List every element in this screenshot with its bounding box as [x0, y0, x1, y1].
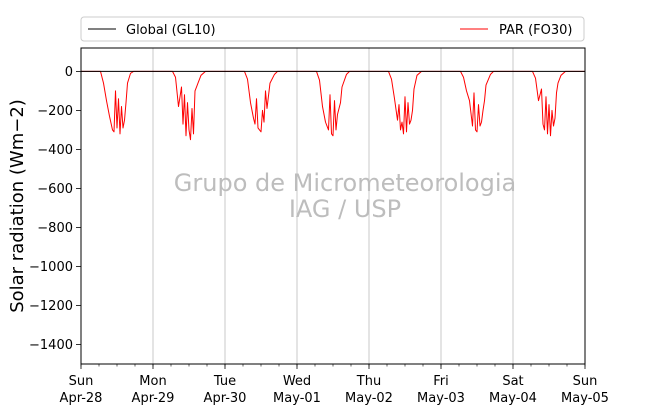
x-tick-day: Tue	[213, 374, 236, 389]
legend-label-par: PAR (FO30)	[499, 23, 572, 38]
y-tick-label: −400	[37, 143, 73, 158]
x-tick-label: May-03	[417, 391, 465, 406]
x-tick-label: May-01	[273, 391, 321, 406]
y-tick-label: −600	[37, 182, 73, 197]
plot-background	[81, 48, 585, 364]
x-tick-day: Sun	[573, 374, 598, 389]
x-tick-label: May-02	[345, 391, 393, 406]
y-axis-ticks: 0 −200 −400 −600 −800 −1000 −1200 −1400	[29, 65, 81, 353]
y-tick-label: −200	[37, 104, 73, 119]
x-tick-day: Mon	[139, 374, 166, 389]
watermark-line-1: Grupo de Micrometeorologia	[174, 169, 516, 197]
x-tick-label: May-04	[489, 391, 537, 406]
y-tick-label: −800	[37, 221, 73, 236]
x-tick-label: Apr-29	[132, 391, 175, 406]
watermark: Grupo de Micrometeorologia IAG / USP	[174, 169, 516, 223]
x-tick-day: Sat	[502, 374, 523, 389]
y-axis-title: Solar radiation (Wm−2)	[7, 99, 28, 313]
y-tick-label: −1400	[29, 338, 73, 353]
legend-label-global: Global (GL10)	[126, 23, 216, 38]
x-tick-day: Wed	[283, 374, 311, 389]
x-tick-label: Apr-30	[204, 391, 247, 406]
legend: Global (GL10) PAR (FO30)	[80, 16, 585, 42]
watermark-line-2: IAG / USP	[289, 195, 401, 223]
y-tick-label: −1000	[29, 260, 73, 275]
x-tick-label: May-05	[561, 391, 609, 406]
x-tick-day: Thu	[356, 374, 381, 389]
x-gridlines	[152, 48, 514, 364]
x-tick-day: Sun	[69, 374, 94, 389]
series-layer	[81, 70, 585, 141]
legend-box	[80, 16, 585, 42]
x-tick-label: Apr-28	[60, 391, 103, 406]
y-tick-label: −1200	[29, 299, 73, 314]
x-axis-ticks: Sun Apr-28 Mon Apr-29 Tue Apr-30 Wed May-01 Thu M…	[60, 364, 609, 406]
x-tick-day: Fri	[433, 374, 449, 389]
y-tick-label: 0	[65, 65, 73, 80]
plot-area	[81, 48, 585, 364]
